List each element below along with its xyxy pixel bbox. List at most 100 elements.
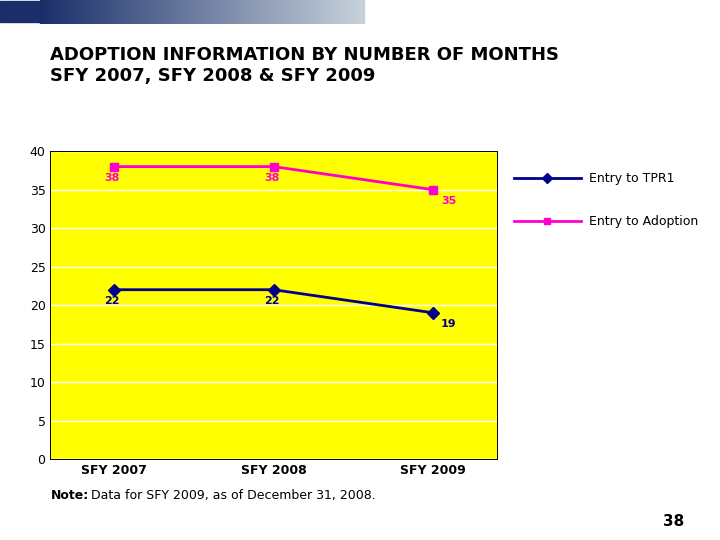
Bar xyxy=(124,0,127,24)
Bar xyxy=(328,0,331,24)
Bar xyxy=(221,0,225,24)
Entry to Adoption xyxy=(269,163,278,170)
Bar xyxy=(264,0,266,24)
Bar xyxy=(137,0,140,24)
Bar xyxy=(117,0,121,24)
Text: 38: 38 xyxy=(662,514,684,529)
Bar xyxy=(289,0,292,24)
Bar xyxy=(173,0,176,24)
Bar xyxy=(282,0,286,24)
Bar xyxy=(163,0,166,24)
Bar xyxy=(351,0,354,24)
Bar xyxy=(59,0,63,24)
Bar xyxy=(234,0,238,24)
Text: 38: 38 xyxy=(104,173,120,183)
Bar xyxy=(69,0,72,24)
Bar xyxy=(143,0,147,24)
Bar xyxy=(240,0,244,24)
Bar xyxy=(273,0,276,24)
Bar xyxy=(192,0,195,24)
Text: 38: 38 xyxy=(264,173,279,183)
Bar xyxy=(160,0,163,24)
Bar xyxy=(111,0,114,24)
Entry to TPR1 xyxy=(269,286,278,293)
Bar xyxy=(344,0,348,24)
Bar xyxy=(230,0,234,24)
Bar xyxy=(85,0,89,24)
Bar xyxy=(156,0,160,24)
Entry to TPR1 xyxy=(110,286,119,293)
Bar xyxy=(182,0,186,24)
Text: 35: 35 xyxy=(441,196,456,206)
Bar xyxy=(302,0,305,24)
Bar xyxy=(89,0,91,24)
Bar xyxy=(50,0,53,24)
Text: Entry to TPR1: Entry to TPR1 xyxy=(589,172,674,185)
Bar xyxy=(325,0,328,24)
Bar xyxy=(318,0,322,24)
Bar xyxy=(312,0,315,24)
Bar xyxy=(295,0,299,24)
Bar xyxy=(75,0,78,24)
Bar xyxy=(186,0,189,24)
Bar xyxy=(66,0,69,24)
Bar xyxy=(218,0,221,24)
Text: 22: 22 xyxy=(104,296,120,306)
Bar xyxy=(78,0,82,24)
Bar xyxy=(260,0,264,24)
Bar xyxy=(212,0,215,24)
Bar xyxy=(150,0,153,24)
Bar xyxy=(198,0,202,24)
Bar xyxy=(315,0,318,24)
Bar xyxy=(140,0,143,24)
Bar xyxy=(305,0,309,24)
Bar xyxy=(347,0,351,24)
Bar xyxy=(40,0,43,24)
Bar xyxy=(292,0,296,24)
Bar xyxy=(215,0,218,24)
Bar xyxy=(279,0,283,24)
Bar xyxy=(153,0,156,24)
Entry to TPR1 xyxy=(428,309,437,316)
Bar xyxy=(95,0,98,24)
Bar xyxy=(169,0,173,24)
Bar xyxy=(276,0,279,24)
Bar xyxy=(189,0,192,24)
Bar xyxy=(247,0,251,24)
Bar xyxy=(104,0,108,24)
Bar xyxy=(266,0,270,24)
Bar xyxy=(130,0,134,24)
Text: Note:: Note: xyxy=(50,489,89,502)
Bar xyxy=(286,0,289,24)
Bar xyxy=(338,0,341,24)
Bar xyxy=(269,0,273,24)
Bar xyxy=(46,0,50,24)
Bar xyxy=(166,0,169,24)
Bar xyxy=(127,0,130,24)
Entry to Adoption xyxy=(110,163,119,170)
Bar xyxy=(238,0,240,24)
Bar xyxy=(334,0,338,24)
Text: ADOPTION INFORMATION BY NUMBER OF MONTHS
SFY 2007, SFY 2008 & SFY 2009: ADOPTION INFORMATION BY NUMBER OF MONTHS… xyxy=(50,46,559,85)
Bar xyxy=(134,0,137,24)
Bar xyxy=(243,0,247,24)
Bar xyxy=(91,0,95,24)
Bar xyxy=(225,0,228,24)
Bar xyxy=(82,0,85,24)
Bar xyxy=(256,0,260,24)
Entry to Adoption xyxy=(428,186,437,193)
Bar xyxy=(308,0,312,24)
Bar xyxy=(299,0,302,24)
Bar xyxy=(108,0,111,24)
Bar xyxy=(202,0,205,24)
Bar xyxy=(195,0,199,24)
Bar xyxy=(101,0,104,24)
Text: Data for SFY 2009, as of December 31, 2008.: Data for SFY 2009, as of December 31, 20… xyxy=(83,489,376,502)
Bar xyxy=(98,0,102,24)
Text: 22: 22 xyxy=(264,296,279,306)
Bar xyxy=(121,0,124,24)
Bar xyxy=(361,0,364,24)
Bar xyxy=(251,0,253,24)
Bar xyxy=(0,1,40,22)
Bar xyxy=(53,0,56,24)
